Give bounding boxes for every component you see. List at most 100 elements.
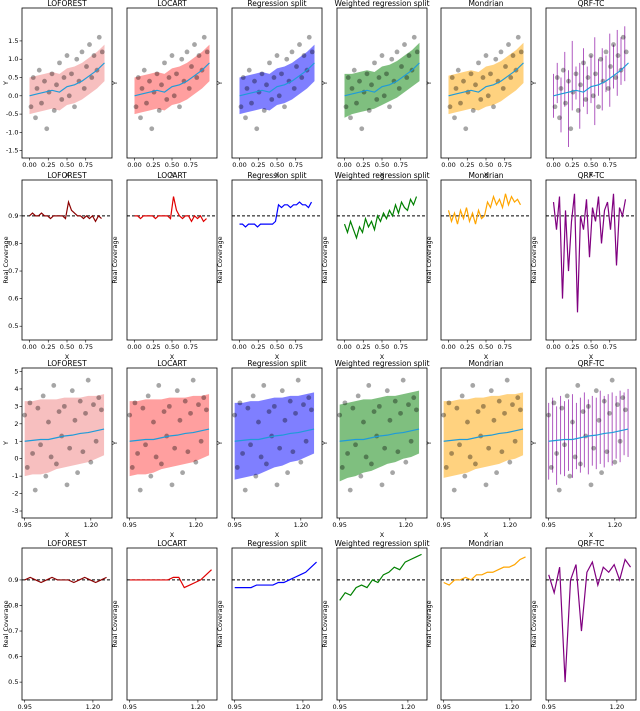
data-point xyxy=(64,482,70,488)
data-point xyxy=(605,86,611,91)
data-point xyxy=(24,465,30,470)
x-tick-label: 0.95 xyxy=(436,521,450,529)
data-point xyxy=(87,42,92,47)
mean-line xyxy=(134,62,210,97)
data-point xyxy=(306,34,312,40)
data-point xyxy=(77,398,83,404)
data-point xyxy=(285,470,290,476)
data-point xyxy=(291,86,297,91)
data-point xyxy=(138,115,143,121)
data-point xyxy=(556,487,562,493)
data-point xyxy=(567,473,573,479)
x-tick-label: 0.75 xyxy=(184,343,198,351)
panel-frame xyxy=(126,367,218,519)
x-tick-label: 1.20 xyxy=(189,521,203,529)
data-point xyxy=(458,100,463,106)
x-tick-label: 0.95 xyxy=(122,703,136,711)
data-point xyxy=(384,71,389,77)
y-tick-label: 0.0 xyxy=(8,92,18,100)
data-point xyxy=(470,108,476,113)
data-point xyxy=(347,487,353,493)
x-tick-label: 0.25 xyxy=(251,161,265,169)
data-point xyxy=(499,449,505,455)
y-axis-label: Y xyxy=(425,81,433,86)
x-tick-label: 0.95 xyxy=(332,703,346,711)
panel-title: Weighted regression split xyxy=(334,359,429,368)
x-tick-label: 1.20 xyxy=(86,703,100,711)
panel: Mondrian X Y 0.95 1.20 xyxy=(425,359,532,539)
x-tick-label: 1.20 xyxy=(610,703,624,711)
data-point xyxy=(243,115,248,121)
y-axis-label: Real Coverage xyxy=(111,600,119,647)
data-point xyxy=(293,410,298,416)
data-point xyxy=(133,104,139,110)
x-tick-label: 0.75 xyxy=(603,161,617,169)
panel-title: LOFOREST xyxy=(47,539,87,548)
data-point xyxy=(476,60,481,66)
data-point xyxy=(395,449,401,455)
plot-area xyxy=(22,199,112,223)
data-point xyxy=(389,56,395,62)
data-point xyxy=(309,49,315,55)
data-point xyxy=(355,393,361,399)
y-axis-label: Real Coverage xyxy=(530,236,538,283)
x-tick-label: 0.25 xyxy=(565,343,579,351)
mean-line xyxy=(239,62,315,97)
data-point xyxy=(240,451,245,456)
plot-area xyxy=(337,553,427,601)
data-point xyxy=(491,417,497,423)
data-point xyxy=(250,393,256,399)
panel-title: Weighted regression split xyxy=(334,0,429,8)
y-tick-label: -0.5 xyxy=(6,110,19,118)
x-tick-label: 0.50 xyxy=(60,343,74,351)
data-point xyxy=(620,395,626,401)
data-point xyxy=(603,49,609,55)
x-tick-label: 1.20 xyxy=(191,703,205,711)
data-point xyxy=(515,395,521,401)
data-point xyxy=(34,86,40,91)
y-tick-label: -2 xyxy=(12,490,18,498)
data-point xyxy=(568,126,574,132)
panel-frame xyxy=(231,547,323,701)
x-axis-label: X xyxy=(484,531,489,539)
data-point xyxy=(596,417,602,423)
data-point xyxy=(166,403,172,409)
x-tick-label: 0.00 xyxy=(22,161,36,169)
data-point xyxy=(585,75,591,80)
coverage-line xyxy=(548,558,632,683)
y-tick-label: -3 xyxy=(12,507,18,515)
data-point xyxy=(449,451,454,456)
data-point xyxy=(345,75,351,80)
y-tick-label: -1 xyxy=(12,472,18,480)
coverage-line xyxy=(447,193,522,225)
data-point xyxy=(446,400,452,406)
data-point xyxy=(612,459,618,465)
panel-frame xyxy=(336,547,428,701)
data-point xyxy=(558,86,564,91)
y-tick-label: 0.5 xyxy=(8,322,18,330)
data-point xyxy=(381,93,387,99)
panel-frame xyxy=(440,179,532,341)
data-point xyxy=(588,53,594,58)
data-point xyxy=(404,75,410,80)
data-point xyxy=(593,71,598,77)
data-point xyxy=(256,419,261,425)
data-point xyxy=(127,412,133,418)
coverage-line xyxy=(343,196,418,240)
data-point xyxy=(80,449,86,455)
panel-frame xyxy=(231,367,323,519)
x-axis-label: X xyxy=(380,531,385,539)
data-point xyxy=(510,53,516,58)
x-axis-label: X xyxy=(589,171,594,179)
data-point xyxy=(394,49,400,55)
data-point xyxy=(376,75,382,80)
data-point xyxy=(615,53,621,58)
x-tick-label: 0.75 xyxy=(394,343,408,351)
x-axis-label: X xyxy=(275,171,280,179)
coverage-line xyxy=(443,556,526,586)
